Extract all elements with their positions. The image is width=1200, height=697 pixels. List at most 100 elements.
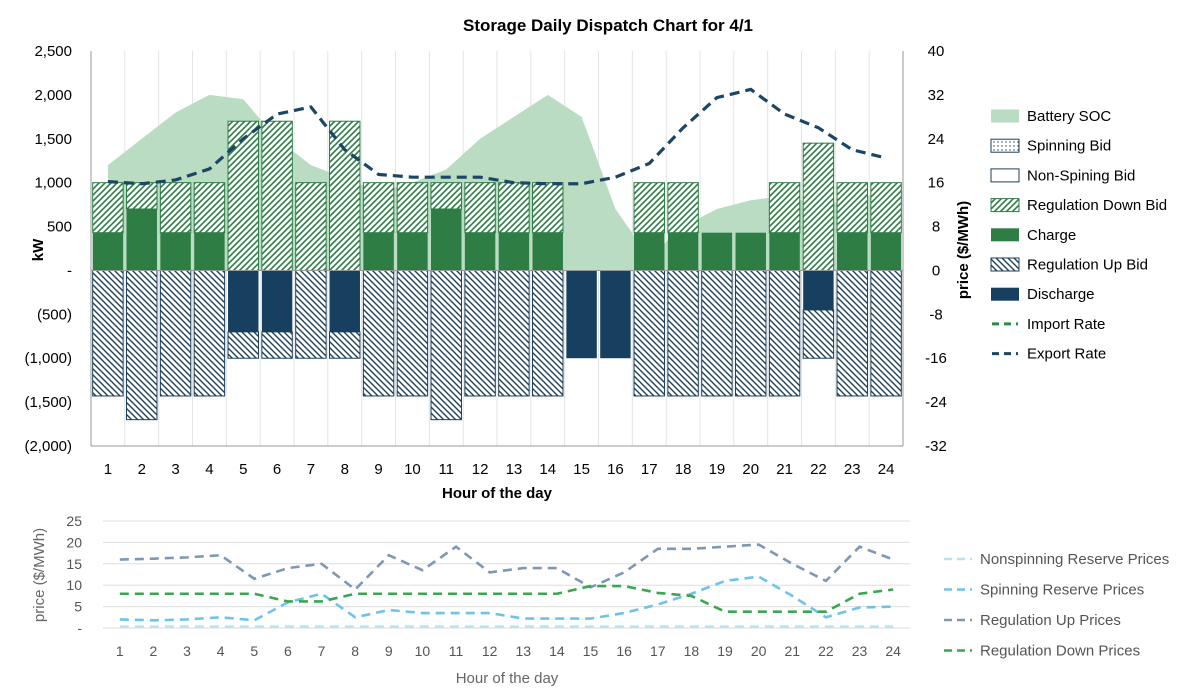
x-tick-label: 15 (573, 461, 590, 478)
x-tick-label-bottom: 4 (217, 643, 225, 659)
y-axis-label: kW (30, 238, 47, 261)
y-tick-label-bottom: - (77, 620, 82, 636)
x-tick-label: 21 (776, 461, 793, 478)
x-tick-label-bottom: 21 (785, 643, 801, 659)
x-tick-label-bottom: 14 (549, 643, 565, 659)
legend-label: Regulation Up Bid (1027, 257, 1148, 274)
bar-regulation-up (396, 269, 429, 397)
y-axis-label-bottom: price ($/MWh) (31, 528, 48, 622)
y-right-tick-label: 8 (932, 219, 940, 236)
legend-label-bottom: Regulation Up Prices (980, 612, 1121, 629)
y-tick-label: (1,000) (24, 350, 72, 367)
x-tick-label: 3 (171, 461, 179, 478)
bar-regulation-down (295, 182, 327, 271)
bar-regulation-up (159, 269, 192, 397)
bar-regulation-down (329, 120, 361, 271)
bar-regulation-up (802, 309, 835, 359)
series-line-regulation-down-prices (119, 584, 894, 614)
bar-charge (397, 232, 428, 271)
bar-discharge (566, 270, 597, 359)
series-line-spinning-reserve-prices (119, 575, 894, 622)
legend-swatch-regulation-down-bid (990, 198, 1020, 213)
bar-regulation-up (329, 331, 361, 359)
x-tick-label-bottom: 15 (583, 643, 599, 659)
bar-regulation-down (498, 182, 530, 234)
x-tick-label: 9 (374, 461, 382, 478)
x-tick-label: 18 (675, 461, 692, 478)
legend-label-bottom: Nonspinning Reserve Prices (980, 551, 1169, 568)
bar-charge (363, 232, 394, 271)
bar-regulation-down (870, 182, 902, 234)
x-tick-label-bottom: 8 (351, 643, 359, 659)
chart-title: Storage Daily Dispatch Chart for 4/1 (463, 16, 753, 35)
x-tick-label: 5 (239, 461, 247, 478)
bar-regulation-up (193, 269, 226, 397)
y-tick-label: 500 (47, 219, 72, 236)
y-tick-label-bottom: 25 (66, 513, 82, 529)
bar-charge (92, 232, 124, 271)
bar-regulation-down (227, 120, 259, 271)
legend-label: Discharge (1027, 286, 1095, 303)
bar-regulation-up (633, 269, 665, 397)
x-tick-label-bottom: 12 (482, 643, 498, 659)
y-tick-label: (500) (37, 306, 72, 323)
y-right-tick-label: -32 (925, 438, 947, 455)
x-tick-label-bottom: 9 (385, 643, 393, 659)
x-tick-label-bottom: 11 (449, 643, 464, 659)
legend-label: Regulation Down Bid (1027, 197, 1167, 214)
legend-swatch-spinning-bid (990, 138, 1020, 153)
bar-regulation-down (430, 182, 462, 210)
y-right-tick-label: -16 (925, 350, 947, 367)
bar-charge (194, 232, 225, 271)
x-tick-label: 1 (104, 461, 112, 478)
bar-charge (532, 232, 563, 271)
x-tick-label-bottom: 23 (852, 643, 868, 659)
bar-charge (735, 232, 766, 271)
legend-swatch-discharge (991, 287, 1019, 301)
bar-charge (464, 232, 496, 271)
x-tick-label-bottom: 10 (415, 643, 431, 659)
legend-label-bottom: Spinning Reserve Prices (980, 582, 1144, 599)
x-tick-label-bottom: 18 (684, 643, 700, 659)
x-tick-label: 8 (341, 461, 349, 478)
x-tick-label: 12 (472, 461, 489, 478)
bar-charge (870, 232, 902, 271)
x-tick-label-bottom: 24 (885, 643, 901, 659)
legend-label: Charge (1027, 227, 1076, 244)
y-tick-label-bottom: 10 (66, 577, 82, 593)
x-tick-label: 7 (307, 461, 315, 478)
y-tick-label: (2,000) (24, 438, 72, 455)
legend-swatch-battery-soc (991, 109, 1019, 123)
x-tick-label: 6 (273, 461, 281, 478)
bar-discharge (600, 270, 631, 359)
y-right-tick-label: 16 (928, 175, 945, 192)
y-tick-label: 1,000 (34, 175, 72, 192)
bar-charge (701, 232, 733, 271)
bar-regulation-up (836, 269, 868, 397)
x-tick-label-bottom: 7 (318, 643, 326, 659)
bar-regulation-up (701, 269, 733, 397)
series-line-regulation-up-prices (119, 543, 894, 592)
bar-regulation-up (92, 269, 124, 397)
bar-regulation-up (870, 269, 902, 397)
bar-regulation-down (92, 182, 124, 234)
y-tick-label: 2,500 (34, 43, 72, 60)
legend-label: Import Rate (1027, 316, 1105, 333)
bar-regulation-down (768, 182, 801, 234)
x-tick-label-bottom: 5 (250, 643, 258, 659)
bar-regulation-down (532, 182, 564, 234)
y-axis-right-label: price ($/MWh) (955, 201, 972, 299)
y-right-tick-label: 24 (928, 131, 945, 148)
x-tick-label: 19 (709, 461, 726, 478)
bar-regulation-up (430, 269, 462, 421)
bar-regulation-up (261, 331, 293, 359)
bar-regulation-down (464, 182, 496, 234)
bar-charge (769, 232, 800, 271)
x-tick-label: 24 (878, 461, 895, 478)
y-right-tick-label: 0 (932, 262, 940, 279)
bar-regulation-up (227, 331, 259, 359)
x-tick-label: 14 (539, 461, 556, 478)
y-tick-label: 2,000 (34, 87, 72, 104)
bar-regulation-down (159, 182, 192, 234)
